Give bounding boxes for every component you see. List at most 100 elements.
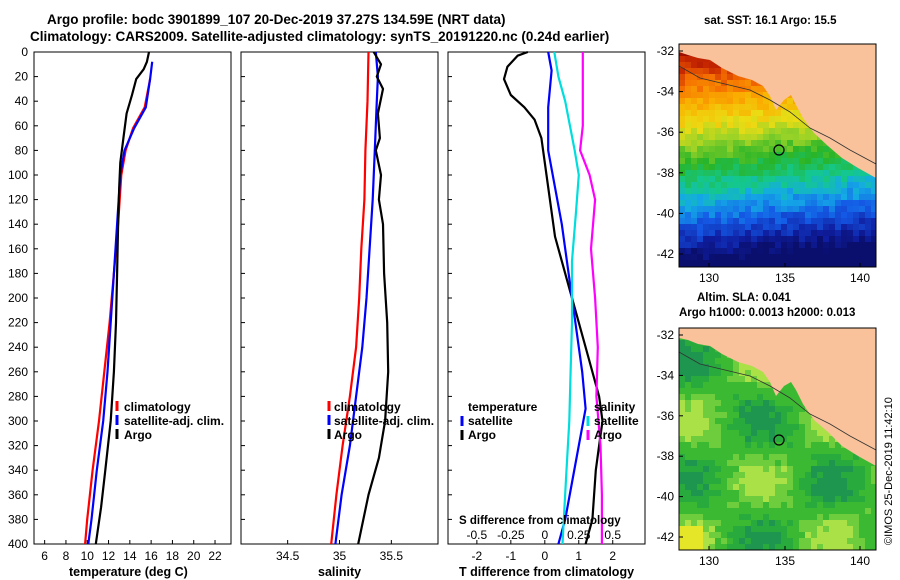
sst-map-frame xyxy=(678,43,877,268)
sla-cell xyxy=(751,514,757,520)
sst-cell xyxy=(763,128,769,134)
x-tick-label: -2 xyxy=(472,549,483,563)
sla-cell xyxy=(703,448,709,454)
sst-cell xyxy=(805,218,811,224)
sst-cell xyxy=(841,170,847,176)
sst-cell xyxy=(811,260,817,266)
series-line-t-argo xyxy=(502,50,604,545)
depth-tick-label: 80 xyxy=(15,143,29,157)
sla-cell xyxy=(835,502,841,508)
sla-cell xyxy=(721,490,727,496)
sst-cell xyxy=(799,122,805,128)
sla-cell xyxy=(763,496,769,502)
sla-cell xyxy=(763,520,769,526)
sla-cell xyxy=(781,454,787,460)
sla-cell xyxy=(781,460,787,466)
sst-cell xyxy=(853,194,859,200)
sla-cell xyxy=(685,400,691,406)
sst-cell xyxy=(769,122,775,128)
sla-cell xyxy=(733,418,739,424)
sst-cell xyxy=(697,254,703,260)
sla-cell xyxy=(745,370,751,376)
sla-cell xyxy=(739,406,745,412)
sst-cell xyxy=(787,254,793,260)
sla-cell xyxy=(805,430,811,436)
depth-axis-ticks xyxy=(34,51,452,545)
sst-cell xyxy=(757,152,763,158)
sla-cell xyxy=(751,544,757,550)
sst-cell xyxy=(787,134,793,140)
sla-cell xyxy=(835,478,841,484)
sla-cell xyxy=(769,424,775,430)
sla-cell xyxy=(799,400,805,406)
sst-cell xyxy=(841,200,847,206)
sla-cell xyxy=(721,472,727,478)
sst-cell xyxy=(721,74,727,80)
sst-cell xyxy=(751,260,757,266)
sla-cell xyxy=(745,412,751,418)
sla-cell xyxy=(799,448,805,454)
sst-cell xyxy=(679,224,685,230)
sla-cell xyxy=(679,502,685,508)
sst-cell xyxy=(769,230,775,236)
sla-cell xyxy=(793,394,799,400)
sla-cell xyxy=(715,448,721,454)
sla-cell xyxy=(781,406,787,412)
sla-cell xyxy=(793,466,799,472)
sst-cell xyxy=(739,86,745,92)
sla-cell xyxy=(709,418,715,424)
sla-cell xyxy=(811,532,817,538)
sla-cell xyxy=(715,412,721,418)
sst-cell xyxy=(763,158,769,164)
sla-cell xyxy=(727,496,733,502)
sla-cell xyxy=(775,472,781,478)
sst-cell xyxy=(715,92,721,98)
sst-cell xyxy=(679,212,685,218)
sla-cell xyxy=(745,376,751,382)
sla-cell xyxy=(799,424,805,430)
sla-cell xyxy=(751,496,757,502)
sst-cell xyxy=(697,62,703,68)
sst-cell xyxy=(811,206,817,212)
sst-cell xyxy=(847,200,853,206)
sst-cell xyxy=(739,260,745,266)
depth-tick-label: 200 xyxy=(8,291,28,305)
sla-cell xyxy=(781,496,787,502)
sst-cell xyxy=(733,212,739,218)
sst-cell xyxy=(769,134,775,140)
sst-cell xyxy=(721,182,727,188)
legend-satellite-label: satellite-adj. clim. xyxy=(124,414,224,428)
sst-cell xyxy=(745,158,751,164)
sst-cell xyxy=(745,134,751,140)
sla-cell xyxy=(739,544,745,550)
legend-satellite-label: satellite-adj. clim. xyxy=(334,414,434,428)
sst-cell xyxy=(829,218,835,224)
sst-cell xyxy=(751,110,757,116)
legend-s-argo-label: Argo xyxy=(594,428,622,442)
sst-cell xyxy=(721,242,727,248)
sst-cell xyxy=(871,212,876,218)
sla-cell xyxy=(697,514,703,520)
sla-cell xyxy=(853,532,859,538)
sla-cell xyxy=(745,478,751,484)
sst-cell xyxy=(823,224,829,230)
sst-cell xyxy=(679,242,685,248)
sla-cell xyxy=(715,478,721,484)
sla-cell xyxy=(703,514,709,520)
sla-cell xyxy=(739,496,745,502)
sla-cell xyxy=(787,442,793,448)
sst-cell xyxy=(703,230,709,236)
sst-cell xyxy=(781,206,787,212)
sla-cell xyxy=(697,436,703,442)
sst-cell xyxy=(739,134,745,140)
sla-cell xyxy=(685,448,691,454)
sla-cell xyxy=(787,514,793,520)
sst-cell xyxy=(859,260,865,266)
sst-cell xyxy=(697,194,703,200)
sla-cell xyxy=(757,418,763,424)
sst-cell xyxy=(751,86,757,92)
sst-cell xyxy=(835,260,841,266)
sst-cell xyxy=(829,200,835,206)
sst-cell xyxy=(745,170,751,176)
sst-cell xyxy=(853,230,859,236)
